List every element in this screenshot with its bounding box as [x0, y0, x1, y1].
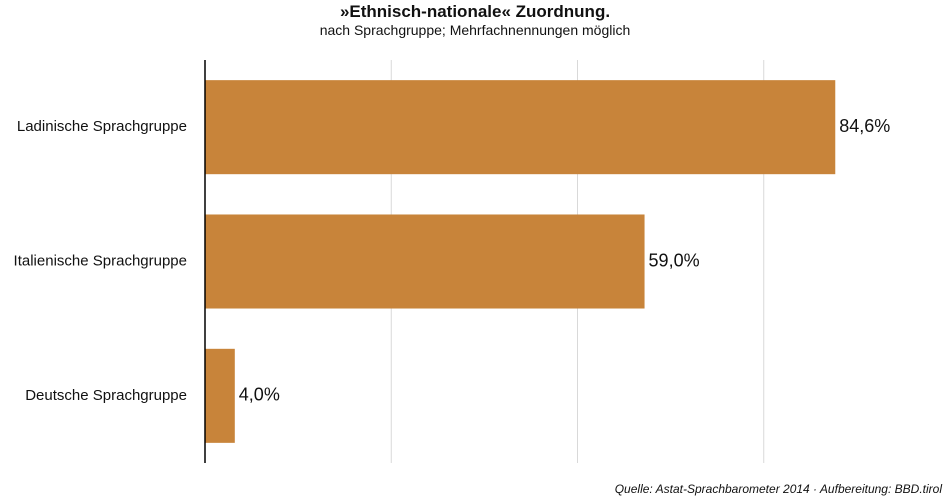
source-note: Quelle: Astat-Sprachbarometer 2014 · Auf… — [614, 482, 942, 496]
bars — [205, 80, 836, 443]
value-label: 59,0% — [649, 250, 700, 270]
value-label: 84,6% — [839, 116, 890, 136]
bar — [205, 348, 235, 443]
value-label: 4,0% — [239, 385, 280, 405]
category-label: Italienische Sprachgruppe — [14, 252, 187, 269]
chart-title: »Ethnisch-nationale« Zuordnung. — [339, 2, 611, 21]
bar — [205, 80, 836, 175]
category-label: Deutsche Sprachgruppe — [25, 387, 187, 404]
value-labels: 84,6% 59,0% 4,0% — [239, 116, 891, 405]
category-label: Ladinische Sprachgruppe — [17, 118, 187, 135]
category-labels: Ladinische Sprachgruppe Italienische Spra… — [14, 118, 187, 404]
chart-subtitle: nach Sprachgruppe; Mehrfachnennungen mög… — [319, 22, 631, 38]
bar — [205, 214, 645, 309]
